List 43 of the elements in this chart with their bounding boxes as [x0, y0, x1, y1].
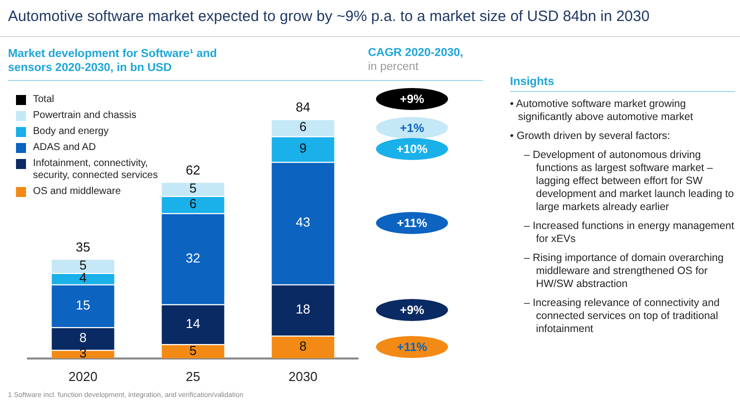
x-tick-label: 2030	[288, 368, 318, 384]
text: – Development of autonomous driving functions as largest software market – lagging effect between effort for SW development and market launch leading to large markets already earlier	[523, 149, 735, 214]
data-label: 4	[79, 270, 87, 286]
text: – Increased functions in energy management for xEVs	[523, 220, 735, 246]
total-label: 62	[186, 162, 200, 178]
total-label: 35	[76, 239, 90, 254]
data-label: 43	[296, 214, 310, 230]
data-label: 6	[299, 119, 307, 134]
text: CAGR 2020-2030,	[368, 47, 464, 59]
x-tick-label: 2020	[68, 368, 98, 384]
text: +1%	[376, 116, 448, 139]
text: • Growth driven by several factors:	[510, 130, 672, 143]
text: Insights	[510, 76, 735, 92]
text: • Automotive software market growing significantly above automotive market	[510, 98, 694, 124]
data-label: 5	[79, 257, 87, 272]
text: +9%	[376, 88, 448, 110]
data-label: 9	[299, 140, 307, 156]
text: – Increasing relevance of connectivity and connected services on top of traditional infotainment	[523, 297, 721, 336]
text: +10%	[376, 138, 448, 160]
legend-label: Powertrain and chassis	[33, 110, 136, 122]
legend-title: Total	[33, 94, 54, 106]
text: +11%	[376, 336, 448, 358]
chart-subtitle: Market development for Software¹ and sensors 2020-2030, in bn USD	[8, 47, 218, 75]
text: +11%	[376, 212, 448, 234]
data-label: 14	[186, 316, 200, 331]
x-tick-label: 25	[186, 368, 200, 384]
data-label: 5	[189, 180, 197, 196]
legend-label: Infotainment, connectivity, security, connected services	[33, 158, 159, 182]
total-label: 84	[296, 100, 310, 115]
data-label: 32	[186, 250, 200, 266]
data-label: 6	[189, 196, 197, 212]
legend-label: ADAS and AD	[33, 142, 96, 154]
legend-label: OS and middleware	[33, 186, 121, 198]
data-label: 8	[299, 338, 307, 354]
text: in percent	[368, 61, 419, 73]
data-label: 5	[189, 342, 197, 358]
data-label: 15	[76, 297, 90, 312]
data-label: 8	[79, 330, 87, 346]
text: – Rising importance of domain overarching middleware and strengthened OS for HW/SW abstraction	[523, 252, 725, 291]
chart-title: Automotive software market expected to grow by ~9% p.a. to a market size of USD 84bn in 2030	[8, 8, 650, 25]
data-label: 18	[296, 302, 310, 317]
legend-label: Body and energy	[33, 126, 109, 138]
text: +9%	[376, 298, 448, 321]
